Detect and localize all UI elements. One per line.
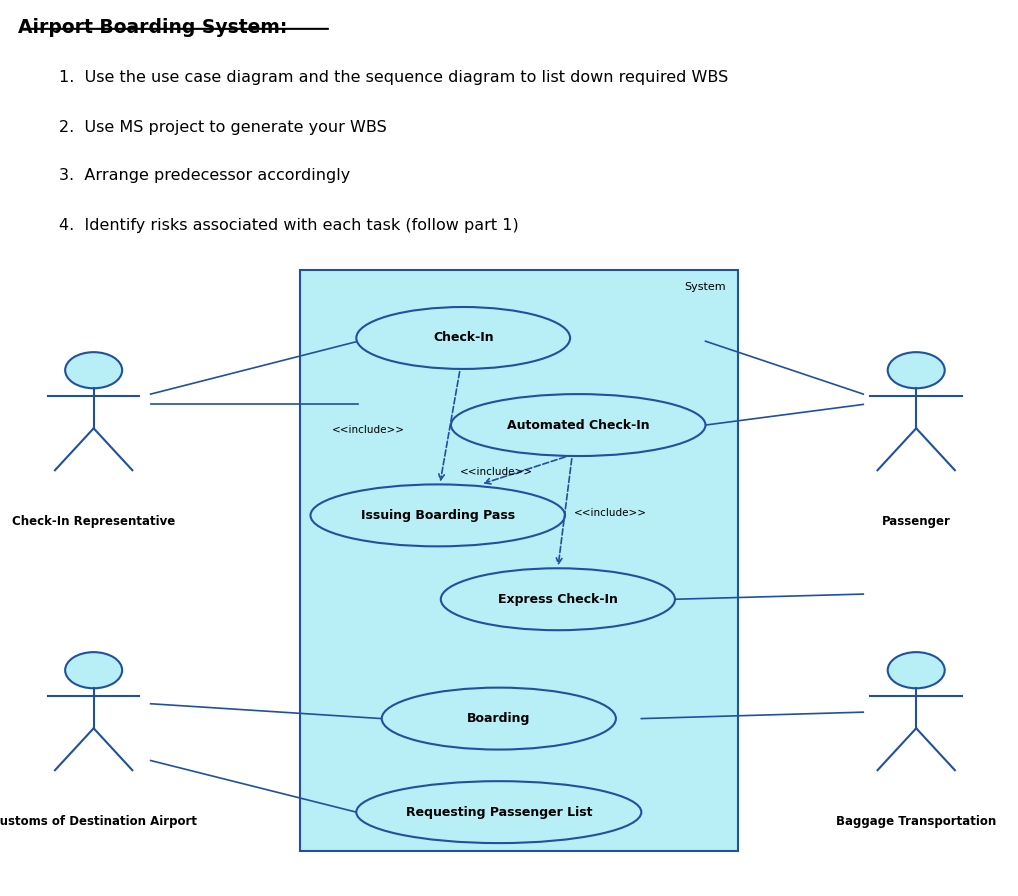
Text: Issuing Boarding Pass: Issuing Boarding Pass	[360, 509, 515, 521]
Text: Automated Check-In: Automated Check-In	[507, 418, 649, 432]
Text: Check-In: Check-In	[433, 332, 494, 344]
Text: Check-In Representative: Check-In Representative	[12, 515, 175, 529]
Text: <<include>>: <<include>>	[574, 508, 647, 519]
Ellipse shape	[382, 687, 616, 750]
Text: System: System	[684, 282, 726, 292]
Circle shape	[888, 652, 945, 688]
Text: 2.  Use MS project to generate your WBS: 2. Use MS project to generate your WBS	[59, 120, 387, 135]
Text: 3.  Arrange predecessor accordingly: 3. Arrange predecessor accordingly	[59, 168, 350, 183]
Circle shape	[888, 352, 945, 388]
Text: Express Check-In: Express Check-In	[498, 593, 618, 606]
Ellipse shape	[451, 394, 705, 456]
Ellipse shape	[310, 485, 565, 547]
Ellipse shape	[441, 568, 675, 630]
FancyBboxPatch shape	[300, 271, 738, 851]
Text: 1.  Use the use case diagram and the sequence diagram to list down required WBS: 1. Use the use case diagram and the sequ…	[59, 70, 728, 85]
Text: 4.  Identify risks associated with each task (follow part 1): 4. Identify risks associated with each t…	[59, 219, 519, 233]
Text: Airport Boarding System:: Airport Boarding System:	[18, 18, 288, 37]
Text: Baggage Transportation: Baggage Transportation	[836, 815, 997, 829]
Text: Requesting Passenger List: Requesting Passenger List	[405, 806, 592, 819]
Ellipse shape	[356, 307, 570, 369]
Ellipse shape	[356, 781, 641, 843]
Text: <<include>>: <<include>>	[460, 467, 533, 478]
Text: Boarding: Boarding	[467, 712, 530, 725]
Circle shape	[65, 652, 122, 688]
Text: <<include>>: <<include>>	[332, 426, 405, 435]
Circle shape	[65, 352, 122, 388]
Text: Passenger: Passenger	[882, 515, 951, 529]
Text: Customs of Destination Airport: Customs of Destination Airport	[0, 815, 196, 829]
